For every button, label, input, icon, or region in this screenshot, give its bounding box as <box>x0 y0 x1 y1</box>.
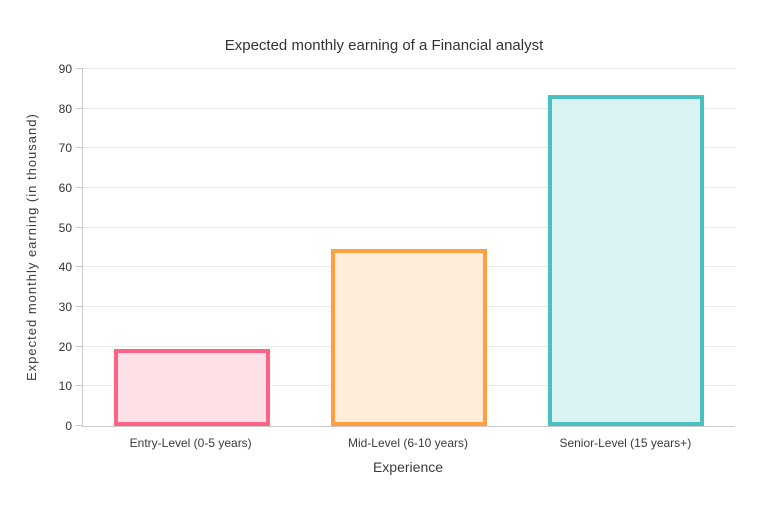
x-category-label: Entry-Level (0-5 years) <box>129 436 252 450</box>
y-tick-label: 70 <box>58 141 72 156</box>
y-tick-label: 20 <box>58 339 72 354</box>
gridline <box>83 147 735 149</box>
y-tick <box>76 147 83 149</box>
gridline <box>83 107 735 109</box>
gridline <box>83 226 735 228</box>
bars <box>83 69 735 426</box>
y-tick-label: 60 <box>58 181 72 195</box>
y-tick-label: 40 <box>58 260 72 275</box>
x-axis-labels: Entry-Level (0-5 years) Mid-Level (6-10 y… <box>82 436 734 450</box>
bar-cell <box>300 69 517 426</box>
bar-entry-level <box>113 348 270 426</box>
x-category-label: Senior-Level (15 years+) <box>559 436 692 450</box>
bar-cell <box>83 69 300 426</box>
x-axis-title: Experience <box>372 459 444 475</box>
y-tick <box>76 266 83 268</box>
y-tick <box>76 226 83 228</box>
bar-cell <box>518 69 735 426</box>
gridline <box>83 68 735 69</box>
y-tick-label: 50 <box>58 220 72 235</box>
y-tick <box>76 425 83 426</box>
y-tick <box>76 187 83 188</box>
x-category-label: Mid-Level (6-10 years) <box>347 436 469 450</box>
y-tick <box>76 345 83 347</box>
bar-senior-level <box>548 94 705 426</box>
gridline <box>83 187 735 188</box>
y-tick-label: 30 <box>58 300 72 314</box>
y-tick-label: 0 <box>65 419 72 433</box>
y-tick-label: 80 <box>58 101 72 116</box>
y-tick <box>76 385 83 387</box>
y-axis-labels: 0 10 20 30 40 50 60 70 80 90 <box>0 63 72 432</box>
y-tick <box>76 68 83 69</box>
plot-area <box>76 68 735 427</box>
y-tick-label: 90 <box>58 62 72 76</box>
y-tick <box>76 107 83 109</box>
y-tick <box>76 306 83 307</box>
bar-mid-level <box>330 249 487 426</box>
chart-title: Expected monthly earning of a Financial … <box>224 37 544 54</box>
y-tick-label: 10 <box>58 379 72 394</box>
